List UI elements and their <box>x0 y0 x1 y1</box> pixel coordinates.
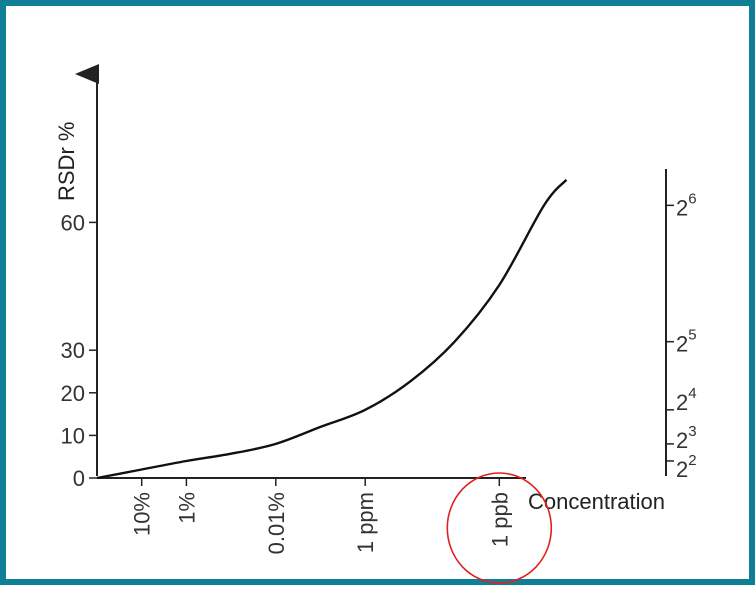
right-tick-label: 23 <box>676 423 697 453</box>
x-tick-label: 1 ppm <box>353 492 378 553</box>
right-tick-label: 22 <box>676 452 697 482</box>
x-tick-label: 1% <box>174 492 199 524</box>
y-axis-title: RSDr % <box>54 122 79 201</box>
x-ticks: 10% 1% 0.01% 1 ppm 1 ppb <box>130 478 512 554</box>
y-tick-label: 60 <box>61 210 85 235</box>
right-tick-label: 24 <box>676 385 697 415</box>
x-axis-title: Concentration <box>528 489 665 514</box>
y-ticks: 0 10 20 30 60 <box>61 210 97 491</box>
right-tick-label: 26 <box>676 190 697 220</box>
y-tick-label: 30 <box>61 338 85 363</box>
y-tick-label: 10 <box>61 423 85 448</box>
x-tick-label: 1 ppb <box>487 492 512 547</box>
y-tick-label: 0 <box>73 466 85 491</box>
x-tick-label: 0.01% <box>264 492 289 554</box>
right-tick-label: 25 <box>676 327 697 357</box>
highlight-circle <box>446 472 553 584</box>
y-tick-label: 20 <box>61 381 85 406</box>
series-line <box>96 178 568 480</box>
x-tick-label: 10% <box>130 492 155 536</box>
